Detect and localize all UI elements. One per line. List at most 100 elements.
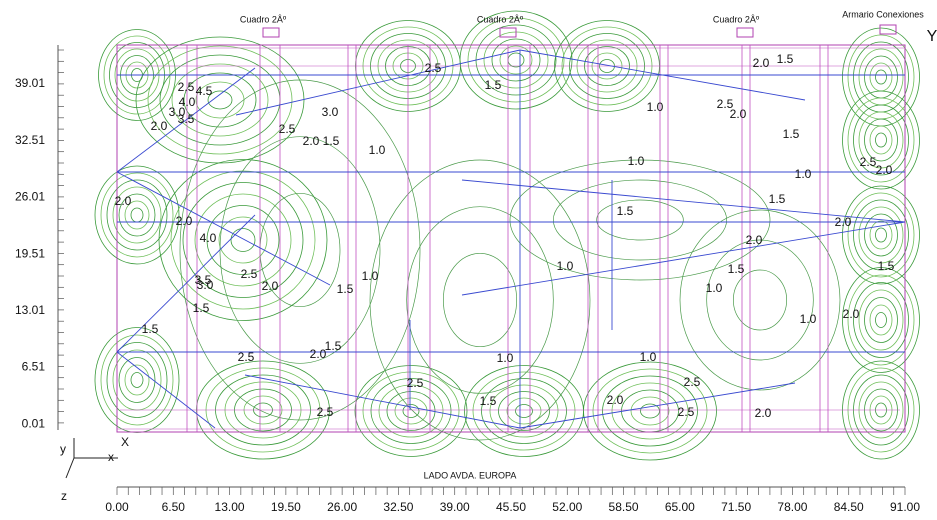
drawing: Cuadro 2Âº Cuadro 2Âº Cuadro 2Âº Armario… — [0, 0, 937, 515]
contour-label: 2.5 — [407, 376, 424, 390]
contour-label: 1.5 — [193, 301, 210, 315]
contour — [876, 70, 887, 84]
contour — [865, 56, 898, 98]
y-tick-label: 19.51 — [15, 246, 45, 260]
box — [263, 28, 279, 37]
guide — [117, 215, 255, 352]
contour — [125, 365, 149, 395]
contour — [508, 53, 524, 67]
contour — [131, 373, 143, 388]
contour — [876, 133, 887, 147]
contour — [407, 207, 554, 394]
contour — [859, 290, 903, 350]
contour — [395, 398, 427, 424]
contour-label: 1.5 — [769, 192, 786, 206]
x-tick-label: 84.50 — [834, 500, 864, 514]
contour-label: 2.5 — [684, 375, 701, 389]
contour-label: 2.0 — [876, 163, 893, 177]
contour — [870, 126, 892, 154]
contour-label: 2.5 — [279, 122, 296, 136]
contour-label: 1.0 — [647, 100, 664, 114]
contour — [171, 171, 315, 309]
contour-label: 2.0 — [835, 215, 852, 229]
contour-label: 1.0 — [497, 351, 514, 365]
contour-label: 2.5 — [678, 405, 695, 419]
contour-label: 2.5 — [317, 405, 334, 419]
x-tick-label: 32.50 — [383, 500, 413, 514]
contour — [482, 379, 567, 444]
contour-label: 4.5 — [196, 84, 213, 98]
y-tick-label: 26.01 — [15, 190, 45, 204]
contour — [119, 358, 155, 403]
contour-label: 1.0 — [369, 143, 386, 157]
contour-label: 2.0 — [755, 406, 772, 420]
x-tick-label: 65.00 — [665, 500, 695, 514]
icon-z: z — [61, 489, 67, 503]
y-tick-label: 13.01 — [15, 303, 45, 317]
contour-label: 2.0 — [746, 233, 763, 247]
icon-y: y — [60, 442, 66, 456]
contour — [131, 208, 143, 222]
x-tick-label: 91.00 — [890, 500, 920, 514]
contour-label: 1.0 — [557, 259, 574, 273]
contour — [641, 404, 660, 418]
guide — [117, 172, 330, 285]
contour — [859, 207, 903, 263]
x-tick-label: 26.00 — [327, 500, 357, 514]
contour — [553, 180, 726, 260]
x-tick-label: 6.50 — [162, 500, 186, 514]
contour — [733, 270, 786, 330]
contour-label: 1.0 — [640, 350, 657, 364]
contour-label: 2.5 — [241, 267, 258, 281]
axis-letter: Y — [927, 28, 937, 45]
contour — [465, 366, 584, 457]
contour-label: 1.5 — [777, 52, 794, 66]
x-tick-label: 52.00 — [552, 500, 582, 514]
contour-label: 3.5 — [178, 112, 195, 126]
x-tick-label: 13.00 — [215, 500, 245, 514]
contour-label: 1.0 — [362, 269, 379, 283]
contour-label: 2.5 — [178, 80, 195, 94]
contour — [136, 37, 304, 163]
contour — [101, 173, 173, 257]
contour — [876, 228, 887, 242]
y-tick-label: 0.01 — [22, 416, 46, 430]
contour-label: 2.5 — [860, 155, 877, 169]
contour-label: 1.0 — [706, 281, 723, 295]
panel-label: Cuadro 2Âº — [713, 14, 760, 24]
contour-label: 2.0 — [176, 214, 193, 228]
y-tick-label: 32.51 — [15, 133, 45, 147]
contour — [107, 180, 167, 250]
contour — [403, 405, 419, 418]
contour — [387, 392, 435, 431]
contour — [95, 166, 179, 264]
contour — [622, 390, 679, 432]
contour-label: 2.0 — [843, 307, 860, 321]
contour-label: 1.5 — [323, 134, 340, 148]
contour-label: 2.0 — [151, 119, 168, 133]
contour-label: 1.5 — [617, 204, 634, 218]
contour — [865, 214, 898, 256]
box — [737, 28, 753, 37]
contour — [870, 221, 892, 249]
contour — [443, 253, 516, 346]
contour-label: 1.5 — [878, 259, 895, 273]
x-tick-label: 71.50 — [721, 500, 751, 514]
contour-label: 1.0 — [628, 154, 645, 168]
contour-label: 2.0 — [115, 194, 132, 208]
contour — [865, 298, 898, 343]
contour — [500, 46, 532, 74]
contour-label: 1.5 — [783, 127, 800, 141]
contour — [597, 200, 684, 240]
box — [880, 25, 896, 34]
cabinet-label: Armario Conexiones — [842, 9, 924, 19]
contour — [848, 35, 914, 119]
contour-label: 3.0 — [322, 105, 339, 119]
contour-label: 2.0 — [607, 393, 624, 407]
frame — [117, 45, 905, 432]
y-tick-label: 39.01 — [15, 76, 45, 90]
contour-label: 1.5 — [485, 78, 502, 92]
contour-label: 2.0 — [262, 279, 279, 293]
contour-label: 3.0 — [197, 278, 214, 292]
x-tick-label: 39.00 — [440, 500, 470, 514]
